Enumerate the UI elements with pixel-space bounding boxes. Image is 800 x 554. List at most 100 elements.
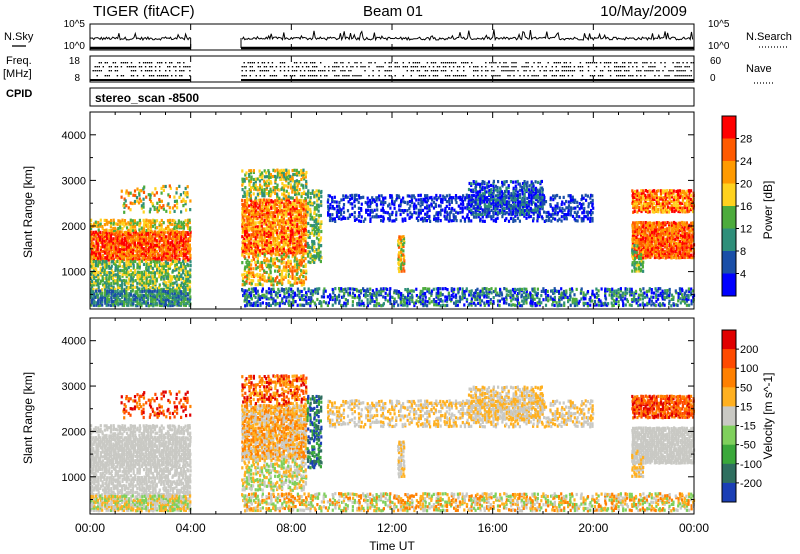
power-cell [334, 297, 337, 301]
power-cell [121, 255, 124, 259]
power-cell [241, 240, 244, 244]
power-cell [184, 191, 187, 195]
power-cell [300, 224, 303, 228]
power-cell [342, 215, 345, 219]
power-cell [175, 187, 178, 191]
power-cell [162, 254, 165, 258]
power-cell [386, 211, 389, 215]
power-cell [360, 303, 363, 307]
freq-dot [169, 70, 171, 72]
power-cell [300, 228, 303, 232]
power-cell [105, 285, 108, 289]
power-cell [129, 221, 133, 225]
power-cell [677, 292, 680, 296]
power-cell [171, 222, 174, 226]
power-cell [94, 273, 97, 277]
power-cell [435, 291, 438, 295]
power-cell [183, 283, 186, 287]
power-cell [289, 222, 292, 226]
power-cell [270, 192, 273, 196]
power-cell [300, 261, 303, 265]
power-cell [672, 295, 675, 299]
freq-dot [316, 66, 318, 68]
power-cell [254, 234, 257, 238]
power-cell [90, 257, 93, 261]
power-cell [282, 267, 285, 271]
freq-dot [666, 75, 668, 77]
power-cell [295, 215, 298, 219]
power-cell [272, 297, 275, 301]
freq-dot [394, 66, 396, 68]
power-cell [138, 191, 141, 195]
freq-dot [559, 75, 561, 77]
power-cell [166, 283, 169, 287]
power-cell [252, 249, 255, 253]
power-cell [276, 209, 280, 213]
power-cell [103, 251, 107, 255]
power-cell [252, 255, 255, 259]
freq-dot [293, 70, 296, 72]
power-cell [91, 270, 94, 274]
power-cell [261, 283, 264, 287]
power-cell [165, 275, 168, 279]
power-cell [269, 259, 272, 263]
power-cell [103, 230, 106, 234]
freq-dot [493, 70, 495, 72]
freq-dot [565, 66, 567, 68]
power-cell [368, 198, 372, 202]
power-cell [250, 175, 253, 179]
power-cell [269, 251, 272, 255]
power-cell [276, 221, 279, 225]
freq-dot [555, 62, 557, 64]
power-cell [278, 289, 281, 293]
power-cell [182, 243, 185, 247]
date-title: 10/May/2009 [600, 3, 687, 20]
power-cell [318, 226, 321, 230]
power-cell [160, 296, 163, 300]
freq-dot [251, 66, 253, 68]
power-cell [186, 255, 189, 260]
power-cell [309, 203, 312, 207]
power-cell [158, 263, 162, 268]
power-cell [252, 234, 255, 239]
power-cell [105, 230, 108, 234]
freq-dot [599, 70, 602, 72]
freq-dot [428, 75, 431, 77]
power-cell [123, 283, 126, 287]
power-cell [267, 200, 270, 204]
power-cell [188, 299, 191, 304]
power-cell [261, 206, 264, 211]
power-cell [90, 234, 93, 238]
freq-dot [636, 62, 638, 64]
power-cell [350, 193, 354, 197]
power-cell [245, 249, 248, 253]
freq-dot [672, 62, 674, 64]
power-cell [141, 290, 144, 294]
power-cell [533, 289, 536, 294]
freq-dot [320, 70, 322, 72]
power-cell [400, 247, 403, 251]
power-cell [154, 297, 157, 301]
power-cell [147, 289, 150, 294]
power-cell [307, 302, 310, 306]
power-cell [285, 209, 288, 213]
power-cell [263, 215, 266, 219]
freq-dot [307, 66, 310, 68]
power-cell [302, 171, 305, 175]
power-cell [448, 297, 451, 301]
power-cell [245, 196, 248, 200]
power-cell [291, 179, 294, 183]
power-cell [677, 295, 680, 300]
power-cell [263, 253, 266, 257]
freq-dot [299, 62, 302, 64]
power-cell [138, 281, 141, 285]
power-cell [357, 301, 360, 305]
power-cell [305, 212, 308, 217]
freq-dot [136, 75, 139, 77]
power-cell [280, 287, 283, 291]
power-cell [268, 227, 271, 231]
power-cell [261, 212, 264, 217]
freq-dot [148, 66, 151, 68]
freq-dot [531, 66, 533, 68]
power-cell [282, 171, 285, 175]
